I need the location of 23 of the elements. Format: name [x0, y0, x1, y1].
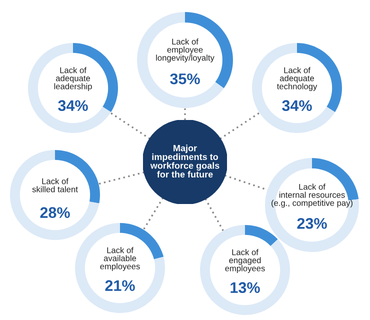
text: 28%: [40, 207, 70, 218]
donut-slice: [28, 43, 111, 133]
donut-slice: [265, 158, 359, 252]
text: Lack of internal resources (e.g., competitive pay): [272, 184, 352, 208]
text: Lack of available employees: [100, 247, 140, 271]
text: Major impediments to workforce goals for the future: [150, 144, 220, 178]
text: Lack of engaged employees: [225, 249, 265, 273]
text: 13%: [230, 282, 260, 294]
text: Lack of adequate technology: [276, 67, 318, 91]
donut-slice: [137, 12, 224, 108]
text: 34%: [58, 100, 88, 112]
text: 34%: [282, 100, 312, 112]
text: 21%: [105, 280, 135, 291]
donut-slice: [245, 225, 278, 246]
text: 23%: [297, 218, 327, 229]
donut-slice: [10, 150, 100, 240]
donut-slice: [75, 223, 165, 313]
text: Lack of employee longevity/loyalty: [156, 38, 214, 62]
text: Lack of adequate leadership: [54, 67, 92, 91]
donut-slice: [200, 225, 290, 315]
text: 35%: [170, 73, 200, 84]
donut-slice: [252, 43, 335, 133]
text: Lack of skilled talent: [32, 178, 78, 192]
